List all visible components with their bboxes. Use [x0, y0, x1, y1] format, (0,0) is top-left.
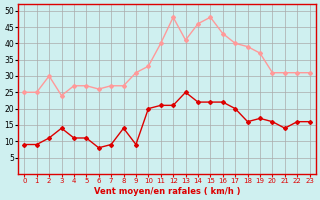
X-axis label: Vent moyen/en rafales ( km/h ): Vent moyen/en rafales ( km/h )	[94, 187, 240, 196]
